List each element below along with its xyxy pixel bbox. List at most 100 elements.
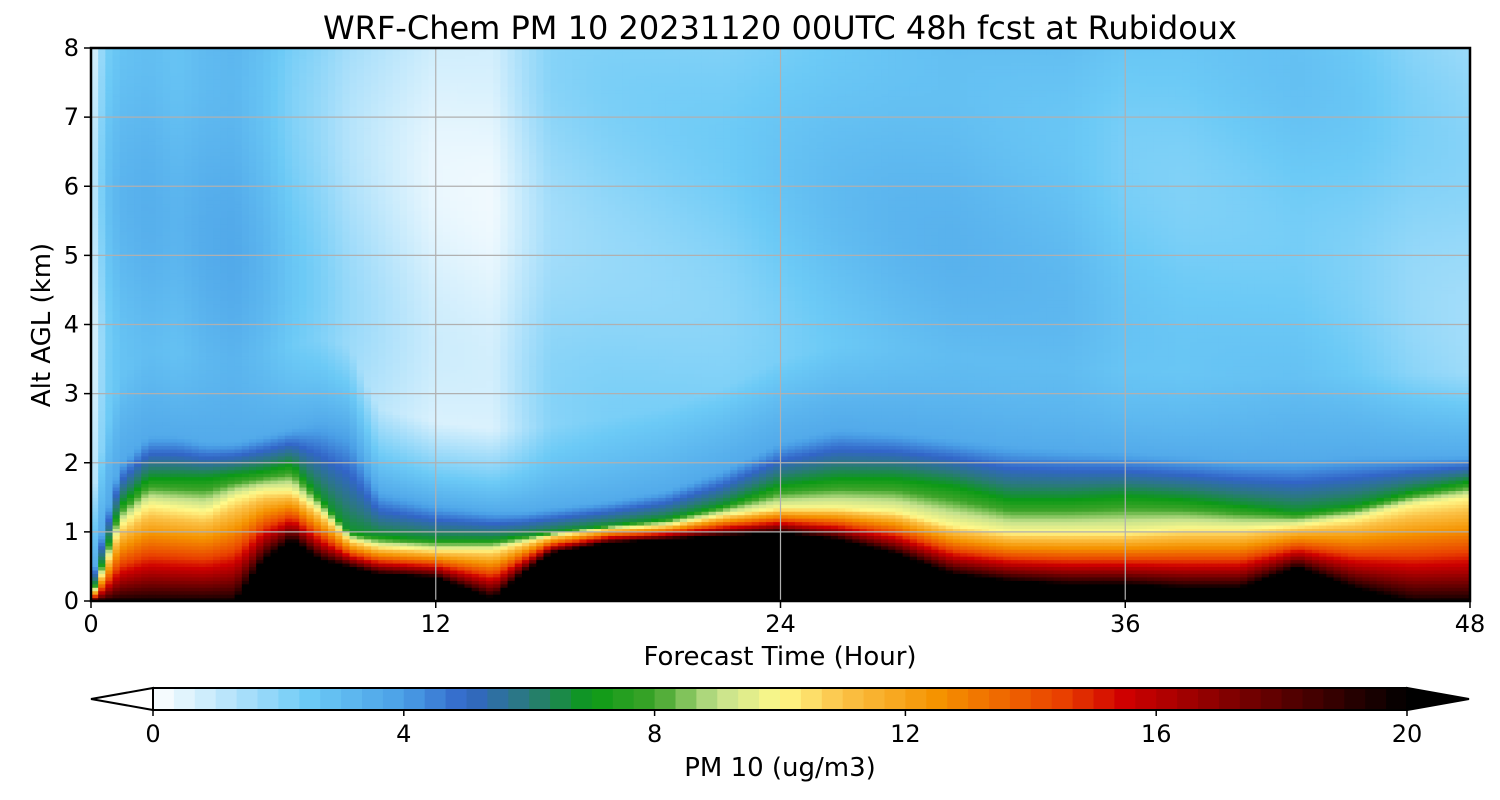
contour-cell (234, 193, 243, 198)
contour-cell (148, 559, 157, 564)
contour-cell (170, 583, 178, 588)
contour-cell (241, 54, 250, 59)
contour-cell (270, 162, 279, 167)
contour-cell (277, 493, 286, 498)
contour-cell (263, 162, 272, 167)
contour-cell (98, 227, 106, 232)
contour-cell (284, 490, 293, 495)
contour-cell (292, 196, 300, 201)
contour-cell (284, 462, 293, 467)
contour-cell (177, 307, 185, 312)
contour-cell (256, 106, 264, 111)
contour-cell (256, 224, 264, 229)
contour-cell (126, 141, 135, 146)
contour-cell (241, 424, 250, 429)
contour-cell (205, 549, 214, 554)
contour-cell (170, 251, 178, 256)
contour-cell (148, 372, 157, 377)
contour-cell (270, 321, 279, 326)
contour-cell (227, 310, 236, 315)
contour-cell (162, 545, 171, 550)
contour-cell (162, 96, 171, 101)
contour-cell (213, 428, 221, 433)
contour-cell (112, 283, 121, 288)
contour-cell (148, 65, 157, 70)
contour-cell (256, 352, 264, 357)
contour-cell (205, 137, 214, 142)
contour-cell (213, 473, 221, 478)
contour-cell (284, 372, 293, 377)
contour-cell (227, 562, 236, 568)
contour-cell (241, 137, 250, 142)
contour-cell (98, 251, 106, 256)
contour-cell (249, 120, 257, 125)
contour-cell (119, 542, 128, 547)
contour-cell (198, 307, 207, 312)
contour-cell (234, 61, 243, 66)
contour-cell (263, 352, 272, 357)
contour-cell (292, 428, 300, 433)
contour-cell (220, 348, 229, 353)
contour-cell (98, 137, 106, 142)
contour-cell (91, 196, 99, 201)
contour-cell (184, 213, 193, 218)
contour-cell (198, 594, 207, 599)
contour-cell (227, 400, 236, 405)
contour-cell (134, 200, 142, 205)
contour-cell (284, 386, 293, 391)
contour-cell (134, 393, 142, 398)
contour-cell (119, 372, 128, 377)
contour-cell (306, 438, 315, 443)
contour-cell (220, 151, 229, 156)
contour-cell (270, 86, 279, 91)
contour-cell (184, 283, 193, 288)
contour-cell (184, 54, 193, 59)
contour-cell (249, 276, 257, 281)
contour-cell (299, 151, 308, 156)
contour-cell (91, 455, 99, 460)
contour-cell (205, 486, 214, 491)
contour-cell (213, 89, 221, 94)
contour-cell (98, 296, 106, 301)
contour-cell (98, 155, 106, 160)
contour-cell (213, 276, 221, 281)
contour-cell (227, 144, 236, 149)
contour-cell (184, 120, 193, 125)
contour-cell (270, 480, 279, 485)
contour-cell (249, 75, 257, 80)
contour-cell (277, 587, 286, 592)
contour-cell (134, 272, 142, 277)
contour-cell (284, 421, 293, 426)
contour-cell (284, 234, 293, 239)
contour-cell (170, 293, 178, 298)
contour-cell (249, 200, 257, 205)
contour-cell (234, 120, 243, 125)
contour-cell (213, 65, 221, 70)
contour-cell (249, 265, 257, 270)
contour-cell (148, 583, 157, 588)
contour-cell (91, 490, 99, 495)
contour-cell (177, 137, 185, 142)
contour-cell (170, 431, 178, 436)
contour-cell (249, 303, 257, 308)
contour-cell (191, 283, 200, 288)
contour-cell (141, 334, 150, 339)
contour-cell (270, 303, 279, 308)
contour-cell (256, 400, 264, 405)
contour-cell (105, 255, 114, 260)
contour-cell (162, 459, 171, 464)
contour-cell (270, 182, 279, 187)
contour-cell (249, 124, 257, 129)
contour-cell (148, 110, 157, 115)
contour-cell (313, 500, 322, 505)
contour-cell (213, 524, 221, 530)
contour-cell (241, 511, 250, 516)
contour-cell (105, 428, 114, 433)
contour-cell (191, 96, 200, 101)
contour-cell (119, 455, 128, 460)
contour-cell (134, 545, 142, 550)
contour-cell (126, 210, 135, 215)
contour-cell (213, 580, 221, 585)
contour-cell (191, 120, 200, 125)
